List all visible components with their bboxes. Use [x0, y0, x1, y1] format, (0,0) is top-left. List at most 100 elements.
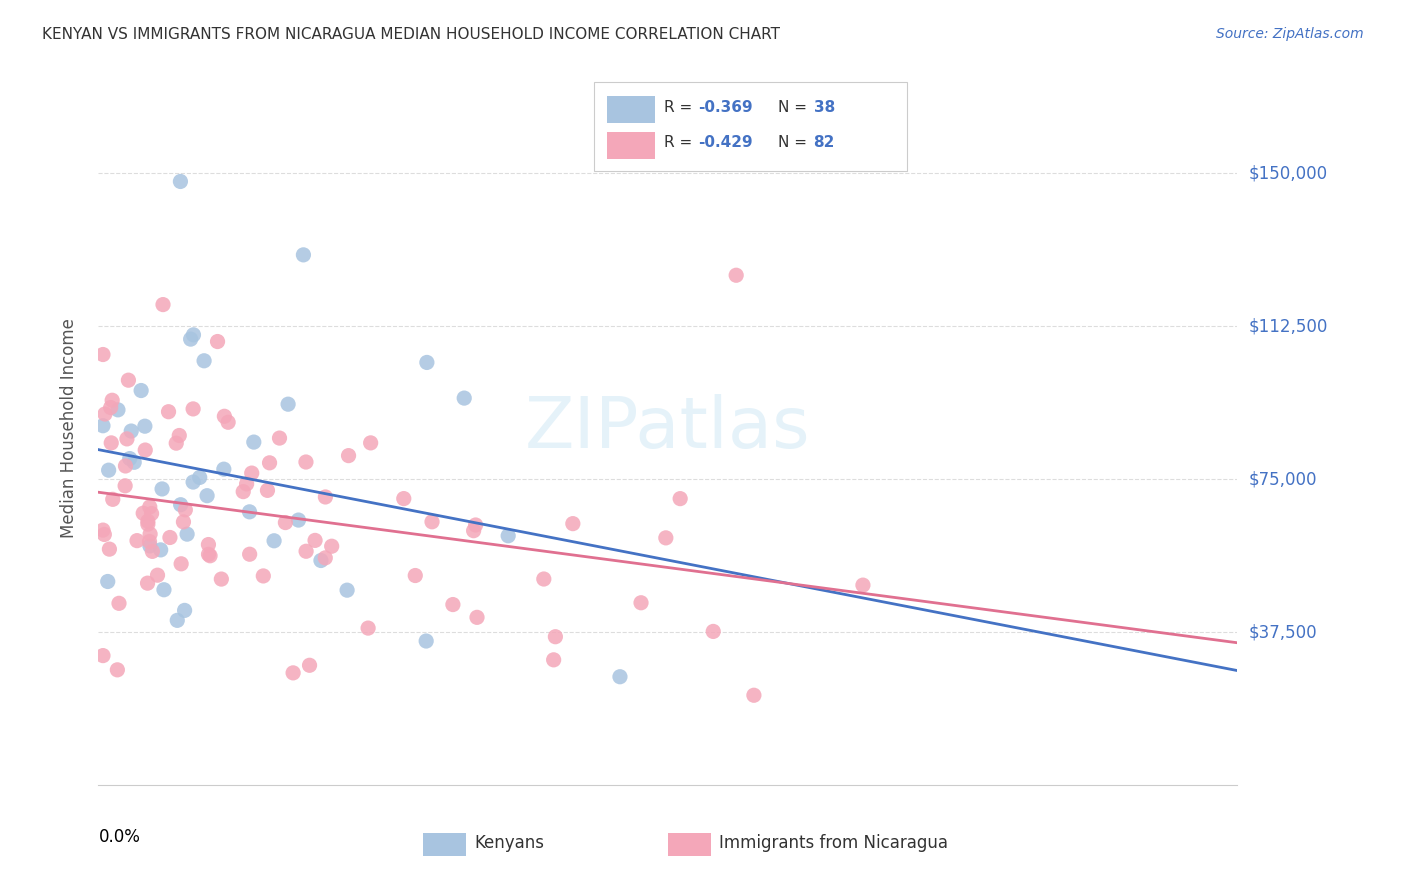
Point — [232, 484, 254, 499]
Point — [132, 506, 155, 520]
Point — [197, 547, 219, 561]
Point — [197, 537, 219, 551]
Point — [465, 610, 488, 624]
Point — [136, 514, 159, 528]
Point — [120, 424, 142, 438]
Text: R =: R = — [665, 100, 697, 114]
Point — [295, 455, 318, 469]
Point — [543, 653, 565, 667]
Point — [193, 353, 215, 368]
Point — [669, 491, 692, 506]
Point — [146, 568, 169, 582]
Point — [183, 327, 205, 342]
Point — [165, 436, 187, 450]
Point — [238, 505, 260, 519]
Point — [138, 534, 160, 549]
Point — [295, 544, 318, 558]
Point — [336, 583, 359, 598]
FancyBboxPatch shape — [423, 833, 467, 856]
Point — [94, 407, 117, 421]
Text: $75,000: $75,000 — [1249, 470, 1317, 488]
Point — [100, 401, 122, 415]
Point — [181, 401, 204, 416]
Point — [533, 572, 555, 586]
Point — [149, 542, 172, 557]
Point — [136, 517, 159, 532]
Point — [209, 572, 232, 586]
FancyBboxPatch shape — [607, 96, 655, 123]
Point — [259, 456, 281, 470]
Point — [157, 405, 180, 419]
Point — [141, 507, 163, 521]
Point — [170, 557, 193, 571]
Text: N =: N = — [779, 136, 813, 150]
Text: Source: ZipAtlas.com: Source: ZipAtlas.com — [1216, 27, 1364, 41]
Point — [256, 483, 278, 498]
Text: -0.429: -0.429 — [699, 136, 754, 150]
Point — [152, 297, 174, 311]
Point — [281, 665, 304, 680]
Point — [188, 470, 211, 484]
Point — [117, 373, 139, 387]
Point — [166, 613, 188, 627]
Text: 38: 38 — [814, 100, 835, 114]
Point — [169, 428, 191, 442]
Point — [702, 624, 724, 639]
Point — [274, 516, 297, 530]
Point — [337, 449, 360, 463]
Point — [360, 436, 382, 450]
Point — [174, 503, 197, 517]
Point — [214, 409, 236, 424]
FancyBboxPatch shape — [668, 833, 711, 856]
Point — [235, 476, 257, 491]
Point — [453, 391, 475, 405]
Point — [314, 490, 336, 504]
Point — [655, 531, 678, 545]
Point — [269, 431, 291, 445]
Point — [195, 489, 218, 503]
Point — [298, 658, 321, 673]
Point — [198, 549, 221, 563]
Point — [139, 527, 162, 541]
Point — [207, 334, 229, 349]
Point — [91, 648, 114, 663]
Point — [136, 576, 159, 591]
Point — [139, 539, 162, 553]
Text: ZIPatlas: ZIPatlas — [524, 393, 811, 463]
Point — [404, 568, 426, 582]
Point — [176, 527, 198, 541]
Point — [277, 397, 299, 411]
Text: 82: 82 — [814, 136, 835, 150]
Point — [287, 513, 309, 527]
Point — [129, 384, 152, 398]
Point — [153, 582, 176, 597]
Point — [314, 550, 336, 565]
Text: KENYAN VS IMMIGRANTS FROM NICARAGUA MEDIAN HOUSEHOLD INCOME CORRELATION CHART: KENYAN VS IMMIGRANTS FROM NICARAGUA MEDI… — [42, 27, 780, 42]
Point — [114, 458, 136, 473]
Point — [321, 539, 343, 553]
Point — [139, 500, 162, 514]
Text: Immigrants from Nicaragua: Immigrants from Nicaragua — [718, 835, 948, 853]
Point — [609, 670, 631, 684]
FancyBboxPatch shape — [607, 132, 655, 159]
Text: $112,500: $112,500 — [1249, 318, 1327, 335]
Point — [97, 463, 120, 477]
Point — [392, 491, 415, 506]
Point — [441, 598, 464, 612]
Text: Kenyans: Kenyans — [474, 835, 544, 853]
Point — [125, 533, 148, 548]
Point — [181, 475, 204, 489]
Point — [304, 533, 326, 548]
Text: N =: N = — [779, 100, 813, 114]
Text: -0.369: -0.369 — [699, 100, 754, 114]
Point — [852, 578, 875, 592]
Point — [172, 515, 194, 529]
Point — [122, 455, 145, 469]
Point — [97, 574, 120, 589]
Point — [169, 174, 191, 188]
Point — [134, 419, 156, 434]
Point — [173, 603, 195, 617]
Point — [180, 332, 202, 346]
Point — [107, 402, 129, 417]
Point — [169, 498, 191, 512]
